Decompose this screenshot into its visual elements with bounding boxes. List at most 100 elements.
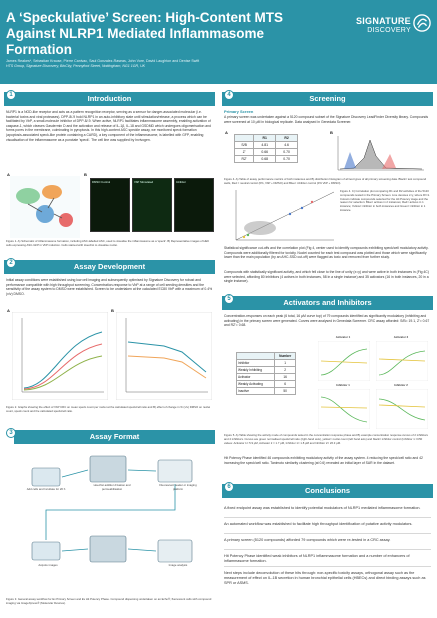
table-cell: Z' xyxy=(233,148,255,156)
table-row: S/B 4.81 4.6 xyxy=(233,141,298,149)
activators-text: Concentration-responses on each peak (6 … xyxy=(224,314,430,328)
table-row: Inhibitor 1 xyxy=(235,359,296,367)
table-cell: S/B xyxy=(233,141,255,149)
table-header: R2 xyxy=(275,134,298,142)
table-cell: Weakly Inhibiting xyxy=(235,366,276,374)
crc-chart-inhibitor-2 xyxy=(376,389,428,429)
table-cell: 0.70 xyxy=(275,148,298,156)
screening-subhead: Primary Screen xyxy=(224,109,254,114)
divider xyxy=(224,517,431,518)
figure-caption: Figure 4. A) Table of assay performance … xyxy=(224,177,427,185)
workflow-diagram xyxy=(31,455,193,563)
vbp-crc-graph xyxy=(12,312,108,400)
divider xyxy=(224,533,431,534)
microscopy-panel-2: VbP Stimulated xyxy=(132,178,172,232)
microscopy-tag: DMSO Control xyxy=(92,180,111,184)
workflow-step-2: Hoechst addition Fixation and permeabili… xyxy=(93,483,131,491)
poster-title: A ‘Speckulative’ Screen: High-Content MT… xyxy=(6,10,284,57)
section-assay-format: Assay Format 3 Add cells and Incubate fo… xyxy=(4,428,215,614)
conclusion-point: Hit Potency Phase identified weak inhibi… xyxy=(224,554,410,563)
section-conclusions: Conclusions 6 A fixed endpoint assay was… xyxy=(222,482,433,614)
table-row: Z' 0.66 0.70 xyxy=(233,148,298,156)
table-header xyxy=(235,352,276,360)
table-cell: 16 xyxy=(274,373,296,381)
table-cell: Inhibitor xyxy=(235,359,276,367)
section-introduction: Introduction 1 NLRP1 is a NOD-like recep… xyxy=(4,90,215,256)
table-cell: RZ' xyxy=(233,155,255,163)
figure-caption: Figure 1. A) Schematic of inflammasome f… xyxy=(6,239,210,247)
section-banner: Screening xyxy=(222,92,433,106)
table-cell: 0.70 xyxy=(275,155,298,163)
conclusion-point: Next steps include deconvolution of thes… xyxy=(224,571,426,585)
table-row: Inactive 50 xyxy=(235,387,296,395)
author-block: James Reakes*, Sebastian Krause, Pierre … xyxy=(6,59,326,69)
company-logo: SIGNATURE DISCOVERY xyxy=(335,14,431,54)
section-number: 1 xyxy=(6,90,16,100)
section-number: 3 xyxy=(6,428,16,438)
section-number: 5 xyxy=(224,294,234,304)
section-banner: Assay Development xyxy=(4,260,215,274)
logo-name: SIGNATURE xyxy=(355,16,411,26)
crc-chart-activator-1 xyxy=(318,341,370,381)
figure-caption: Figure 4. C) Correlation plot comparing … xyxy=(340,189,430,212)
intro-text: NLRP1 is a NOD-like receptor and acts as… xyxy=(6,110,211,142)
section-screening: Screening 4 Primary Screen A primary scr… xyxy=(222,90,433,290)
logo-sub: DISCOVERY xyxy=(367,27,411,34)
section-banner: Activators and Inhibitors xyxy=(222,296,433,310)
screening-text: A primary screen was undertaken against … xyxy=(224,115,429,124)
table-cell: 0.68 xyxy=(253,155,277,163)
table-cell: 50 xyxy=(274,387,296,395)
table-row: RZ' 0.68 0.70 xyxy=(233,155,298,163)
table-cell: 0.66 xyxy=(253,148,277,156)
section-assay-development: Assay Development 2 Initial assay condit… xyxy=(4,258,215,424)
table-row: Weakly Activating 6 xyxy=(235,380,296,388)
table-cell: Inactive xyxy=(235,387,276,395)
figure-caption: Figure 5. A) Table showing the activity … xyxy=(224,433,428,445)
assay-dev-text: Initial assay conditions were establishe… xyxy=(6,278,213,296)
crc-chart-activator-2 xyxy=(376,341,428,381)
workflow-step-1: Add cells and Incubate for 20 h xyxy=(26,487,66,491)
crc-chart-inhibitor-1 xyxy=(318,389,370,429)
section-banner: Conclusions xyxy=(222,484,433,498)
section-activators-inhibitors: Activators and Inhibitors 5 Concentratio… xyxy=(222,294,433,478)
section-number: 2 xyxy=(6,258,16,268)
table-row: Activator 16 xyxy=(235,373,296,381)
figure-caption: Figure 2. Graphs showing the effect of V… xyxy=(6,405,211,413)
activity-mode-table: Number Inhibitor 1 Weakly Inhibiting 2 Act… xyxy=(235,352,296,395)
logo-mark-icon xyxy=(413,14,431,32)
workflow-step-4: Acquire images xyxy=(38,563,58,567)
inflammasome-schematic xyxy=(10,176,80,238)
workflow-step-3: Fluorescent reader or imaging platform xyxy=(159,483,197,491)
table-cell: Activator xyxy=(235,373,276,381)
section-number: 4 xyxy=(224,90,234,100)
figure-label: B xyxy=(111,308,114,313)
authors: James Reakes*, Sebastian Krause, Pierre … xyxy=(6,59,200,63)
distribution-histogram xyxy=(337,136,424,171)
screening-text-3: Compounds with statistically significant… xyxy=(224,270,429,284)
table-cell: 1 xyxy=(274,359,296,367)
microscopy-tag: Inhibitor xyxy=(176,180,186,184)
affiliation: HTS Group, Signature Discovery, BioCity,… xyxy=(6,64,146,68)
table-row: Weakly Inhibiting 2 xyxy=(235,366,296,374)
divider xyxy=(224,566,431,567)
section-number: 6 xyxy=(224,482,234,492)
section-banner: Assay Format xyxy=(14,430,215,444)
microscopy-panel-1: DMSO Control xyxy=(90,178,130,232)
dmso-tolerance-graph xyxy=(116,312,212,400)
figure-caption: Figure 3. General assay workflow for Ev … xyxy=(6,597,212,605)
chart-title: Activator 1 xyxy=(335,335,351,339)
conclusion-point: A fixed endpoint assay was established t… xyxy=(224,506,421,510)
figure-label: A xyxy=(7,172,10,177)
activators-text-2: Hit Potency Phase identified 46 compound… xyxy=(224,456,423,465)
table-cell: 4.81 xyxy=(253,141,277,149)
table-cell: 4.6 xyxy=(275,141,298,149)
screening-text-2: Statistical significance cut-offs and th… xyxy=(224,246,429,260)
microscopy-tag: VbP Stimulated xyxy=(134,180,154,184)
poster-header: A ‘Speckulative’ Screen: High-Content MT… xyxy=(0,0,437,84)
table-header: Number xyxy=(274,352,296,360)
figure-label: A xyxy=(7,308,10,313)
figure-label: B xyxy=(330,130,333,135)
section-banner: Introduction xyxy=(4,92,215,106)
conclusion-point: An automated workflow was established to… xyxy=(224,522,413,526)
chart-title: Inhibitor 1 xyxy=(336,383,350,387)
